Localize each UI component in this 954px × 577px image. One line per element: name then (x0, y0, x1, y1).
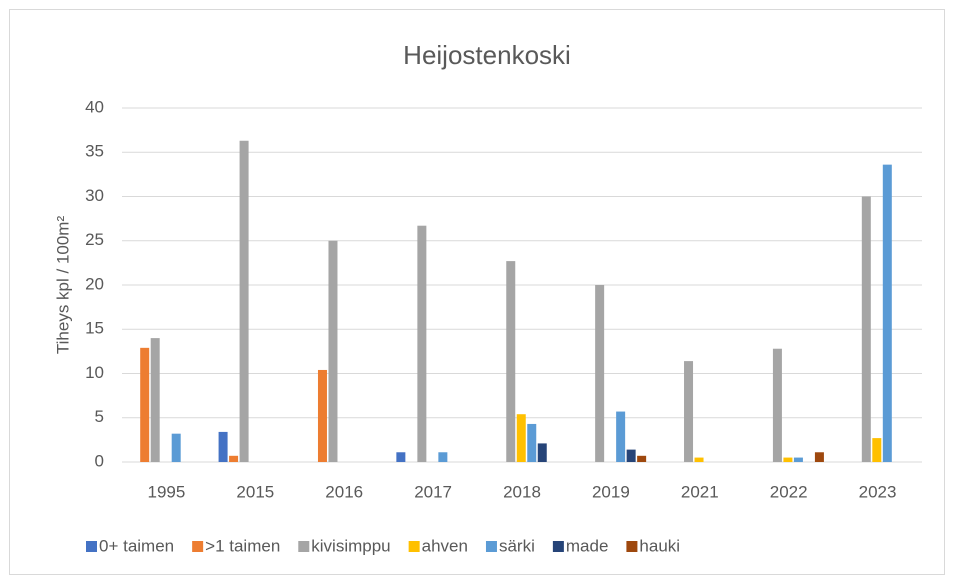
bar (140, 347, 150, 462)
bar (527, 423, 537, 462)
bar (626, 449, 636, 462)
bar (171, 433, 181, 462)
x-tick-label: 2017 (414, 482, 452, 501)
bar (694, 457, 704, 462)
y-tick-label: 35 (85, 142, 104, 161)
y-tick-label: 30 (85, 186, 104, 205)
chart-border (9, 9, 945, 575)
legend-swatch (298, 541, 310, 552)
legend-swatch (192, 541, 204, 552)
bar (684, 361, 694, 462)
legend-swatch (86, 541, 97, 552)
bar (417, 225, 427, 462)
bar (506, 261, 516, 462)
y-tick-label: 25 (85, 230, 104, 249)
x-tick-label: 2023 (859, 482, 897, 501)
bar (328, 240, 338, 462)
bar (637, 455, 647, 462)
x-tick-label: 2019 (592, 482, 630, 501)
y-tick-label: 40 (85, 97, 104, 116)
y-tick-label: 10 (85, 363, 104, 382)
bar (317, 369, 327, 462)
legend-label: made (566, 536, 609, 555)
bar (872, 438, 882, 462)
bar (150, 338, 160, 462)
bar (793, 457, 803, 462)
legend-label: särki (499, 536, 535, 555)
legend-label: >1 taimen (205, 536, 280, 555)
legend-label: ahven (422, 536, 468, 555)
x-tick-label: 2018 (503, 482, 541, 501)
bar (396, 452, 406, 462)
bar (229, 455, 239, 462)
y-tick-label: 15 (85, 319, 104, 338)
bar (882, 164, 892, 462)
bar (783, 457, 793, 462)
y-tick-label: 20 (85, 274, 104, 293)
y-axis-label: Tiheys kpl / 100m² (53, 216, 72, 355)
bar (861, 196, 871, 462)
legend-label: hauki (639, 536, 680, 555)
x-tick-label: 2021 (681, 482, 719, 501)
legend-label: 0+ taimen (99, 536, 174, 555)
x-tick-label: 2022 (770, 482, 808, 501)
x-tick-label: 2016 (325, 482, 363, 501)
y-tick-label: 5 (95, 407, 104, 426)
bar (537, 443, 547, 462)
legend-swatch (626, 541, 638, 552)
bar (516, 414, 526, 462)
legend-label: kivisimppu (311, 536, 390, 555)
bar (239, 140, 249, 462)
bar (438, 452, 448, 462)
bar (218, 431, 228, 462)
chart-title: Heijostenkoski (403, 40, 571, 70)
bar (814, 452, 824, 462)
bar (595, 285, 605, 462)
x-tick-label: 2015 (236, 482, 274, 501)
legend-swatch (485, 541, 497, 552)
x-tick-label: 1995 (148, 482, 186, 501)
legend-swatch (408, 541, 420, 552)
legend-swatch (552, 541, 564, 552)
bar (616, 411, 626, 462)
y-tick-label: 0 (95, 451, 104, 470)
bar (772, 348, 782, 462)
